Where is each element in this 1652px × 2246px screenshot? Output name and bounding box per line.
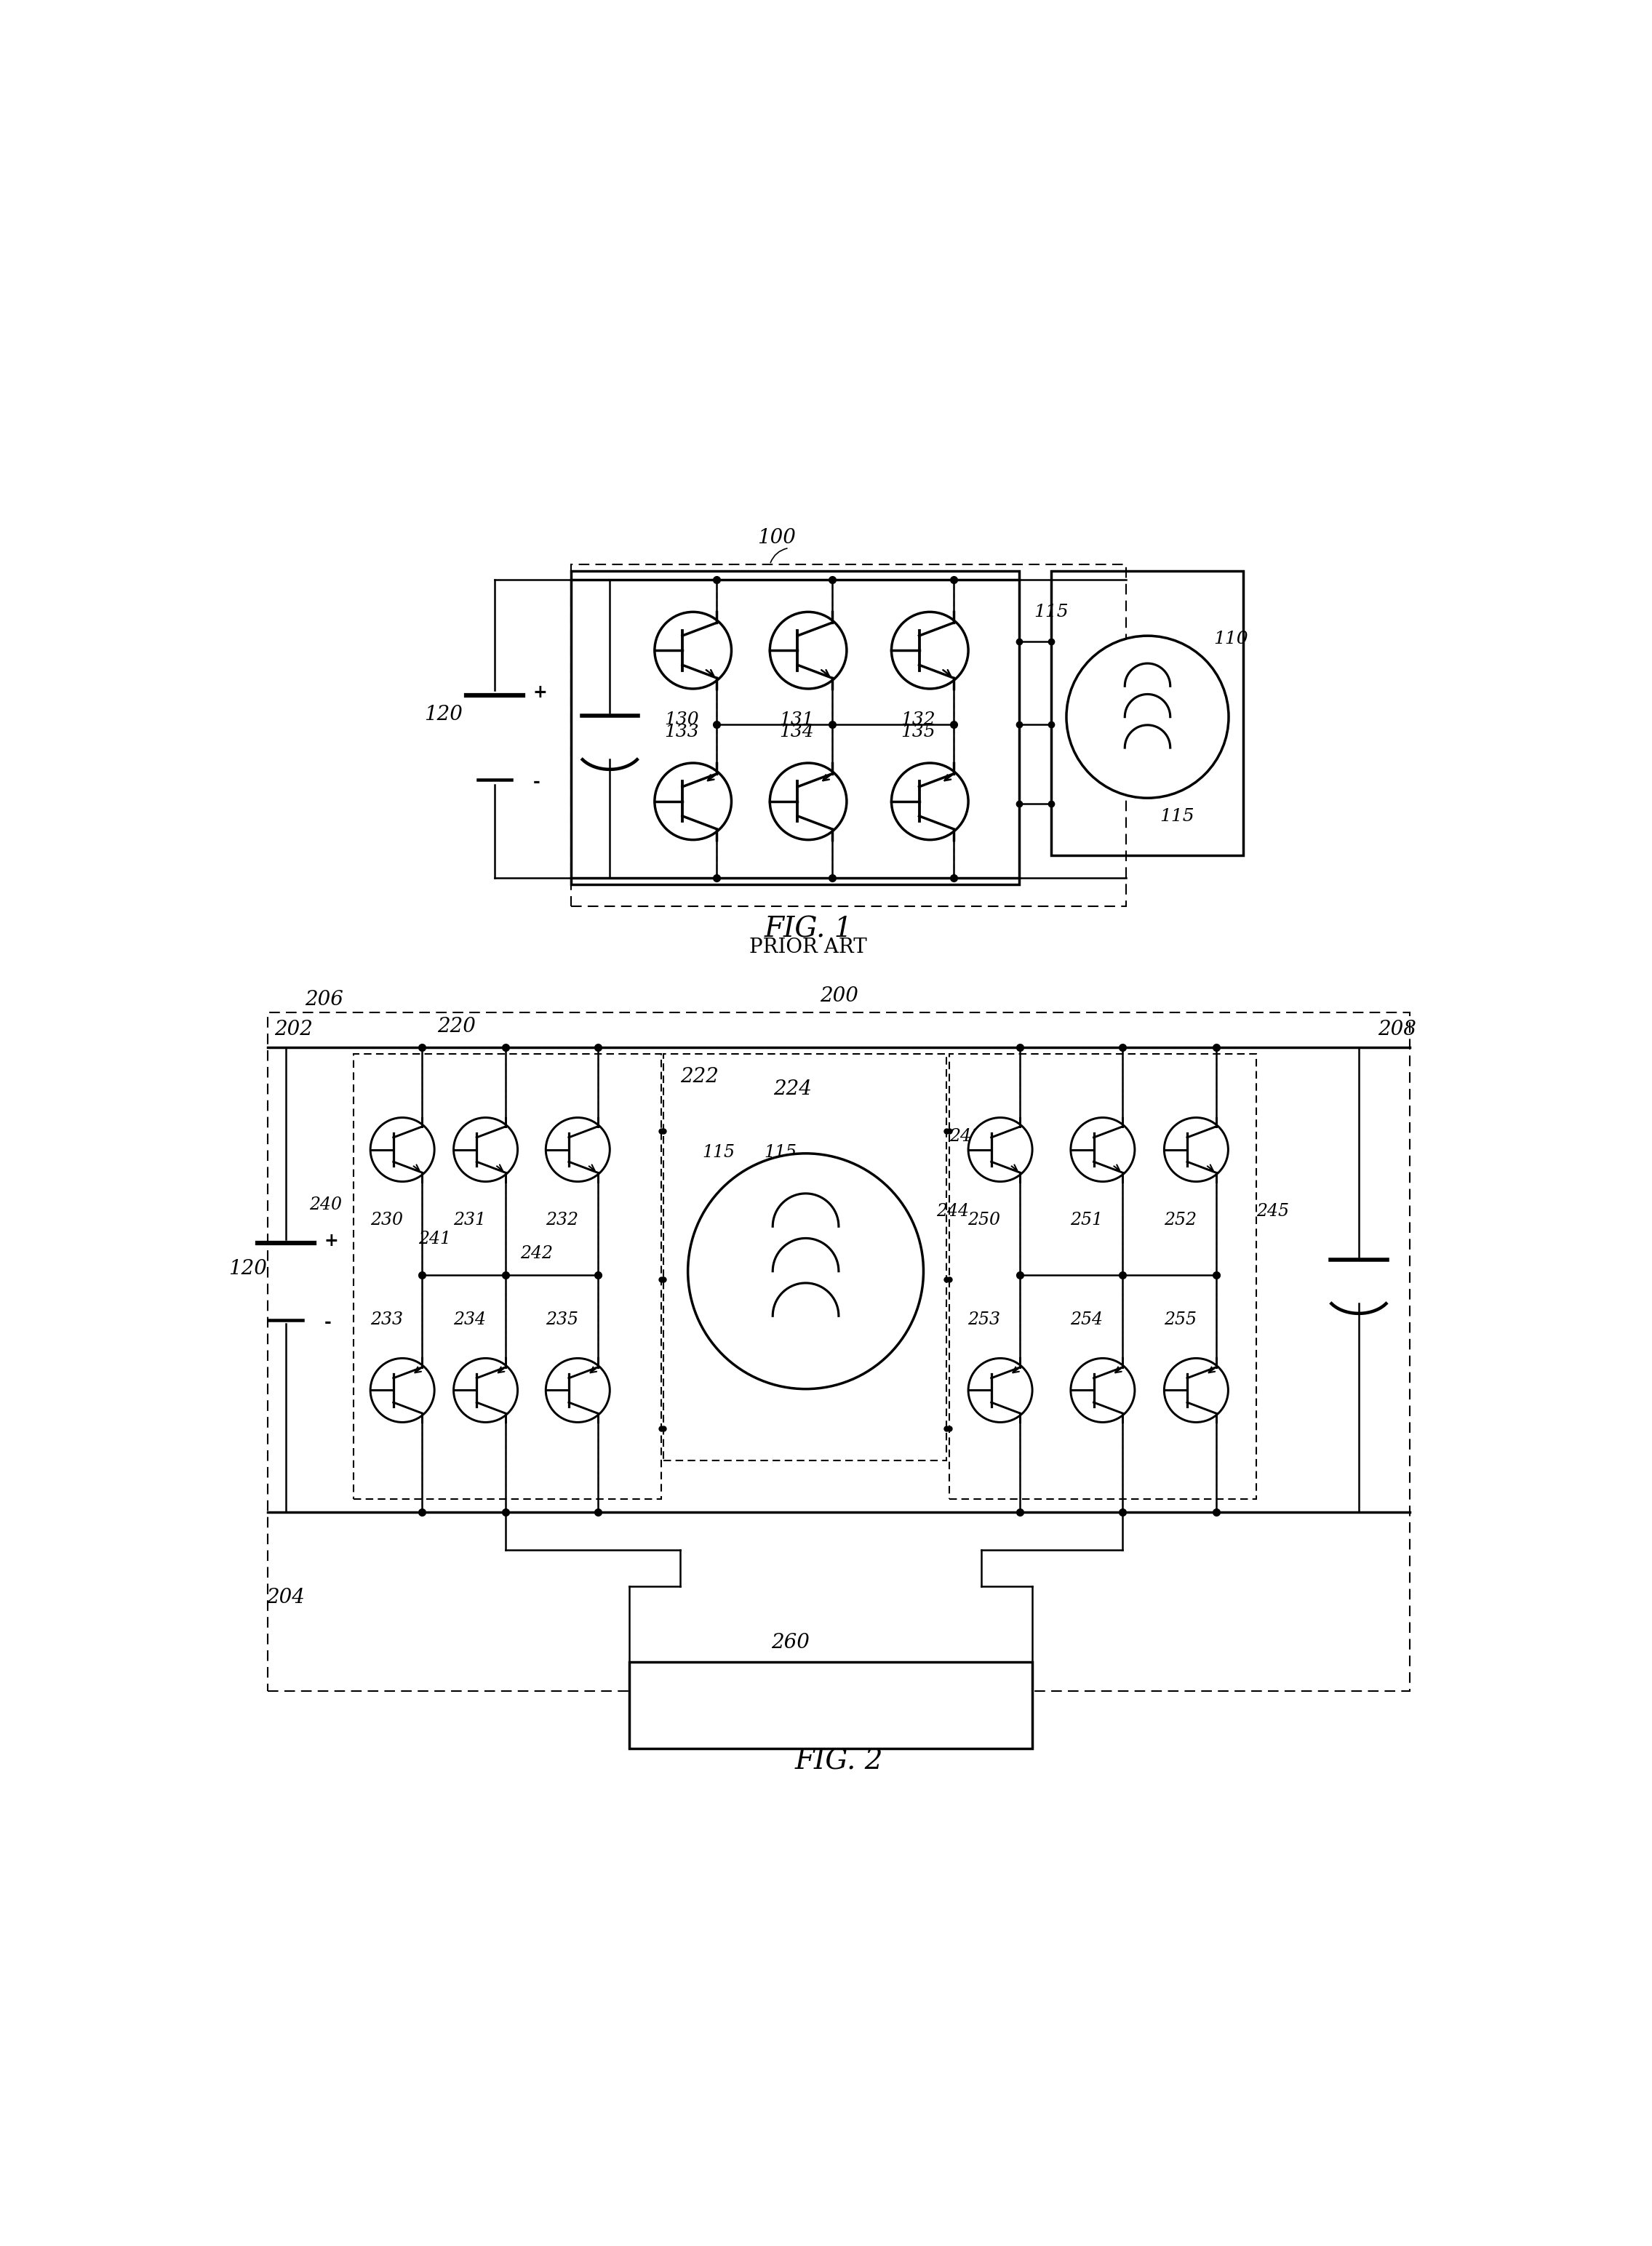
- Bar: [664, 1053, 947, 1460]
- Text: 208: 208: [1378, 1020, 1416, 1040]
- Text: 200: 200: [819, 986, 857, 1006]
- Circle shape: [370, 1119, 434, 1181]
- Text: 254: 254: [1070, 1312, 1104, 1327]
- Circle shape: [770, 611, 846, 690]
- Text: 110: 110: [851, 1336, 884, 1352]
- Text: 100: 100: [757, 528, 796, 548]
- Text: 241: 241: [418, 1231, 451, 1247]
- Text: 202: 202: [274, 1020, 312, 1040]
- Text: 135: 135: [900, 723, 935, 741]
- Text: PRIOR ART: PRIOR ART: [750, 937, 867, 957]
- Text: 115: 115: [763, 1143, 796, 1161]
- Circle shape: [1067, 636, 1229, 797]
- Text: 115: 115: [763, 1336, 796, 1352]
- Bar: [572, 570, 1019, 885]
- Text: 224: 224: [773, 1080, 813, 1098]
- Text: 243: 243: [950, 1127, 981, 1145]
- Text: 250: 250: [968, 1211, 1001, 1229]
- Text: 134: 134: [780, 723, 814, 741]
- Text: 120: 120: [425, 705, 463, 723]
- Text: +: +: [534, 683, 547, 701]
- Text: +: +: [324, 1231, 339, 1249]
- Text: 235: 235: [545, 1312, 578, 1327]
- Text: 233: 233: [370, 1312, 403, 1327]
- Circle shape: [1165, 1359, 1227, 1422]
- Text: 234: 234: [453, 1312, 486, 1327]
- Text: CONTROLLER: CONTROLLER: [763, 1696, 899, 1716]
- Text: 253: 253: [968, 1312, 1001, 1327]
- Text: 222: 222: [681, 1067, 719, 1087]
- Text: 232: 232: [545, 1211, 578, 1229]
- Circle shape: [1070, 1359, 1135, 1422]
- Text: 260: 260: [771, 1633, 809, 1653]
- Text: 240: 240: [309, 1197, 342, 1213]
- Text: 130: 130: [664, 712, 699, 728]
- Bar: [629, 1662, 1032, 1750]
- Circle shape: [892, 611, 968, 690]
- Bar: [354, 1053, 661, 1498]
- Circle shape: [454, 1119, 517, 1181]
- Text: 245: 245: [1257, 1202, 1289, 1220]
- Bar: [948, 1053, 1256, 1498]
- Text: 204: 204: [266, 1588, 306, 1608]
- Text: 115: 115: [1034, 604, 1069, 620]
- Text: 132: 132: [900, 712, 935, 728]
- Circle shape: [1165, 1119, 1227, 1181]
- Text: FIG. 2: FIG. 2: [795, 1747, 884, 1774]
- Text: 251: 251: [1070, 1211, 1104, 1229]
- Text: FIG. 1: FIG. 1: [763, 916, 852, 943]
- Text: 115: 115: [1160, 809, 1194, 824]
- Text: 252: 252: [1163, 1211, 1196, 1229]
- Circle shape: [545, 1359, 610, 1422]
- Circle shape: [968, 1119, 1032, 1181]
- Circle shape: [545, 1119, 610, 1181]
- Text: -: -: [534, 773, 540, 791]
- Text: 244: 244: [937, 1202, 970, 1220]
- Circle shape: [654, 611, 732, 690]
- Bar: [1052, 570, 1244, 856]
- Text: 110: 110: [1214, 631, 1247, 647]
- Text: 242: 242: [520, 1244, 553, 1262]
- Text: -: -: [324, 1314, 332, 1332]
- Text: 231: 231: [453, 1211, 486, 1229]
- Text: 133: 133: [664, 723, 699, 741]
- Text: 255: 255: [1163, 1312, 1196, 1327]
- Bar: [572, 564, 1125, 907]
- Circle shape: [968, 1359, 1032, 1422]
- Text: 115: 115: [702, 1143, 735, 1161]
- Circle shape: [454, 1359, 517, 1422]
- Text: 115: 115: [1184, 678, 1219, 694]
- Circle shape: [654, 764, 732, 840]
- Text: 230: 230: [370, 1211, 403, 1229]
- Text: 220: 220: [436, 1017, 476, 1035]
- Circle shape: [1070, 1119, 1135, 1181]
- Circle shape: [770, 764, 846, 840]
- Circle shape: [687, 1154, 923, 1388]
- Text: 120: 120: [228, 1258, 266, 1278]
- Text: 131: 131: [780, 712, 814, 728]
- Bar: [268, 1013, 1409, 1691]
- Circle shape: [370, 1359, 434, 1422]
- Circle shape: [892, 764, 968, 840]
- Text: 206: 206: [306, 990, 344, 1011]
